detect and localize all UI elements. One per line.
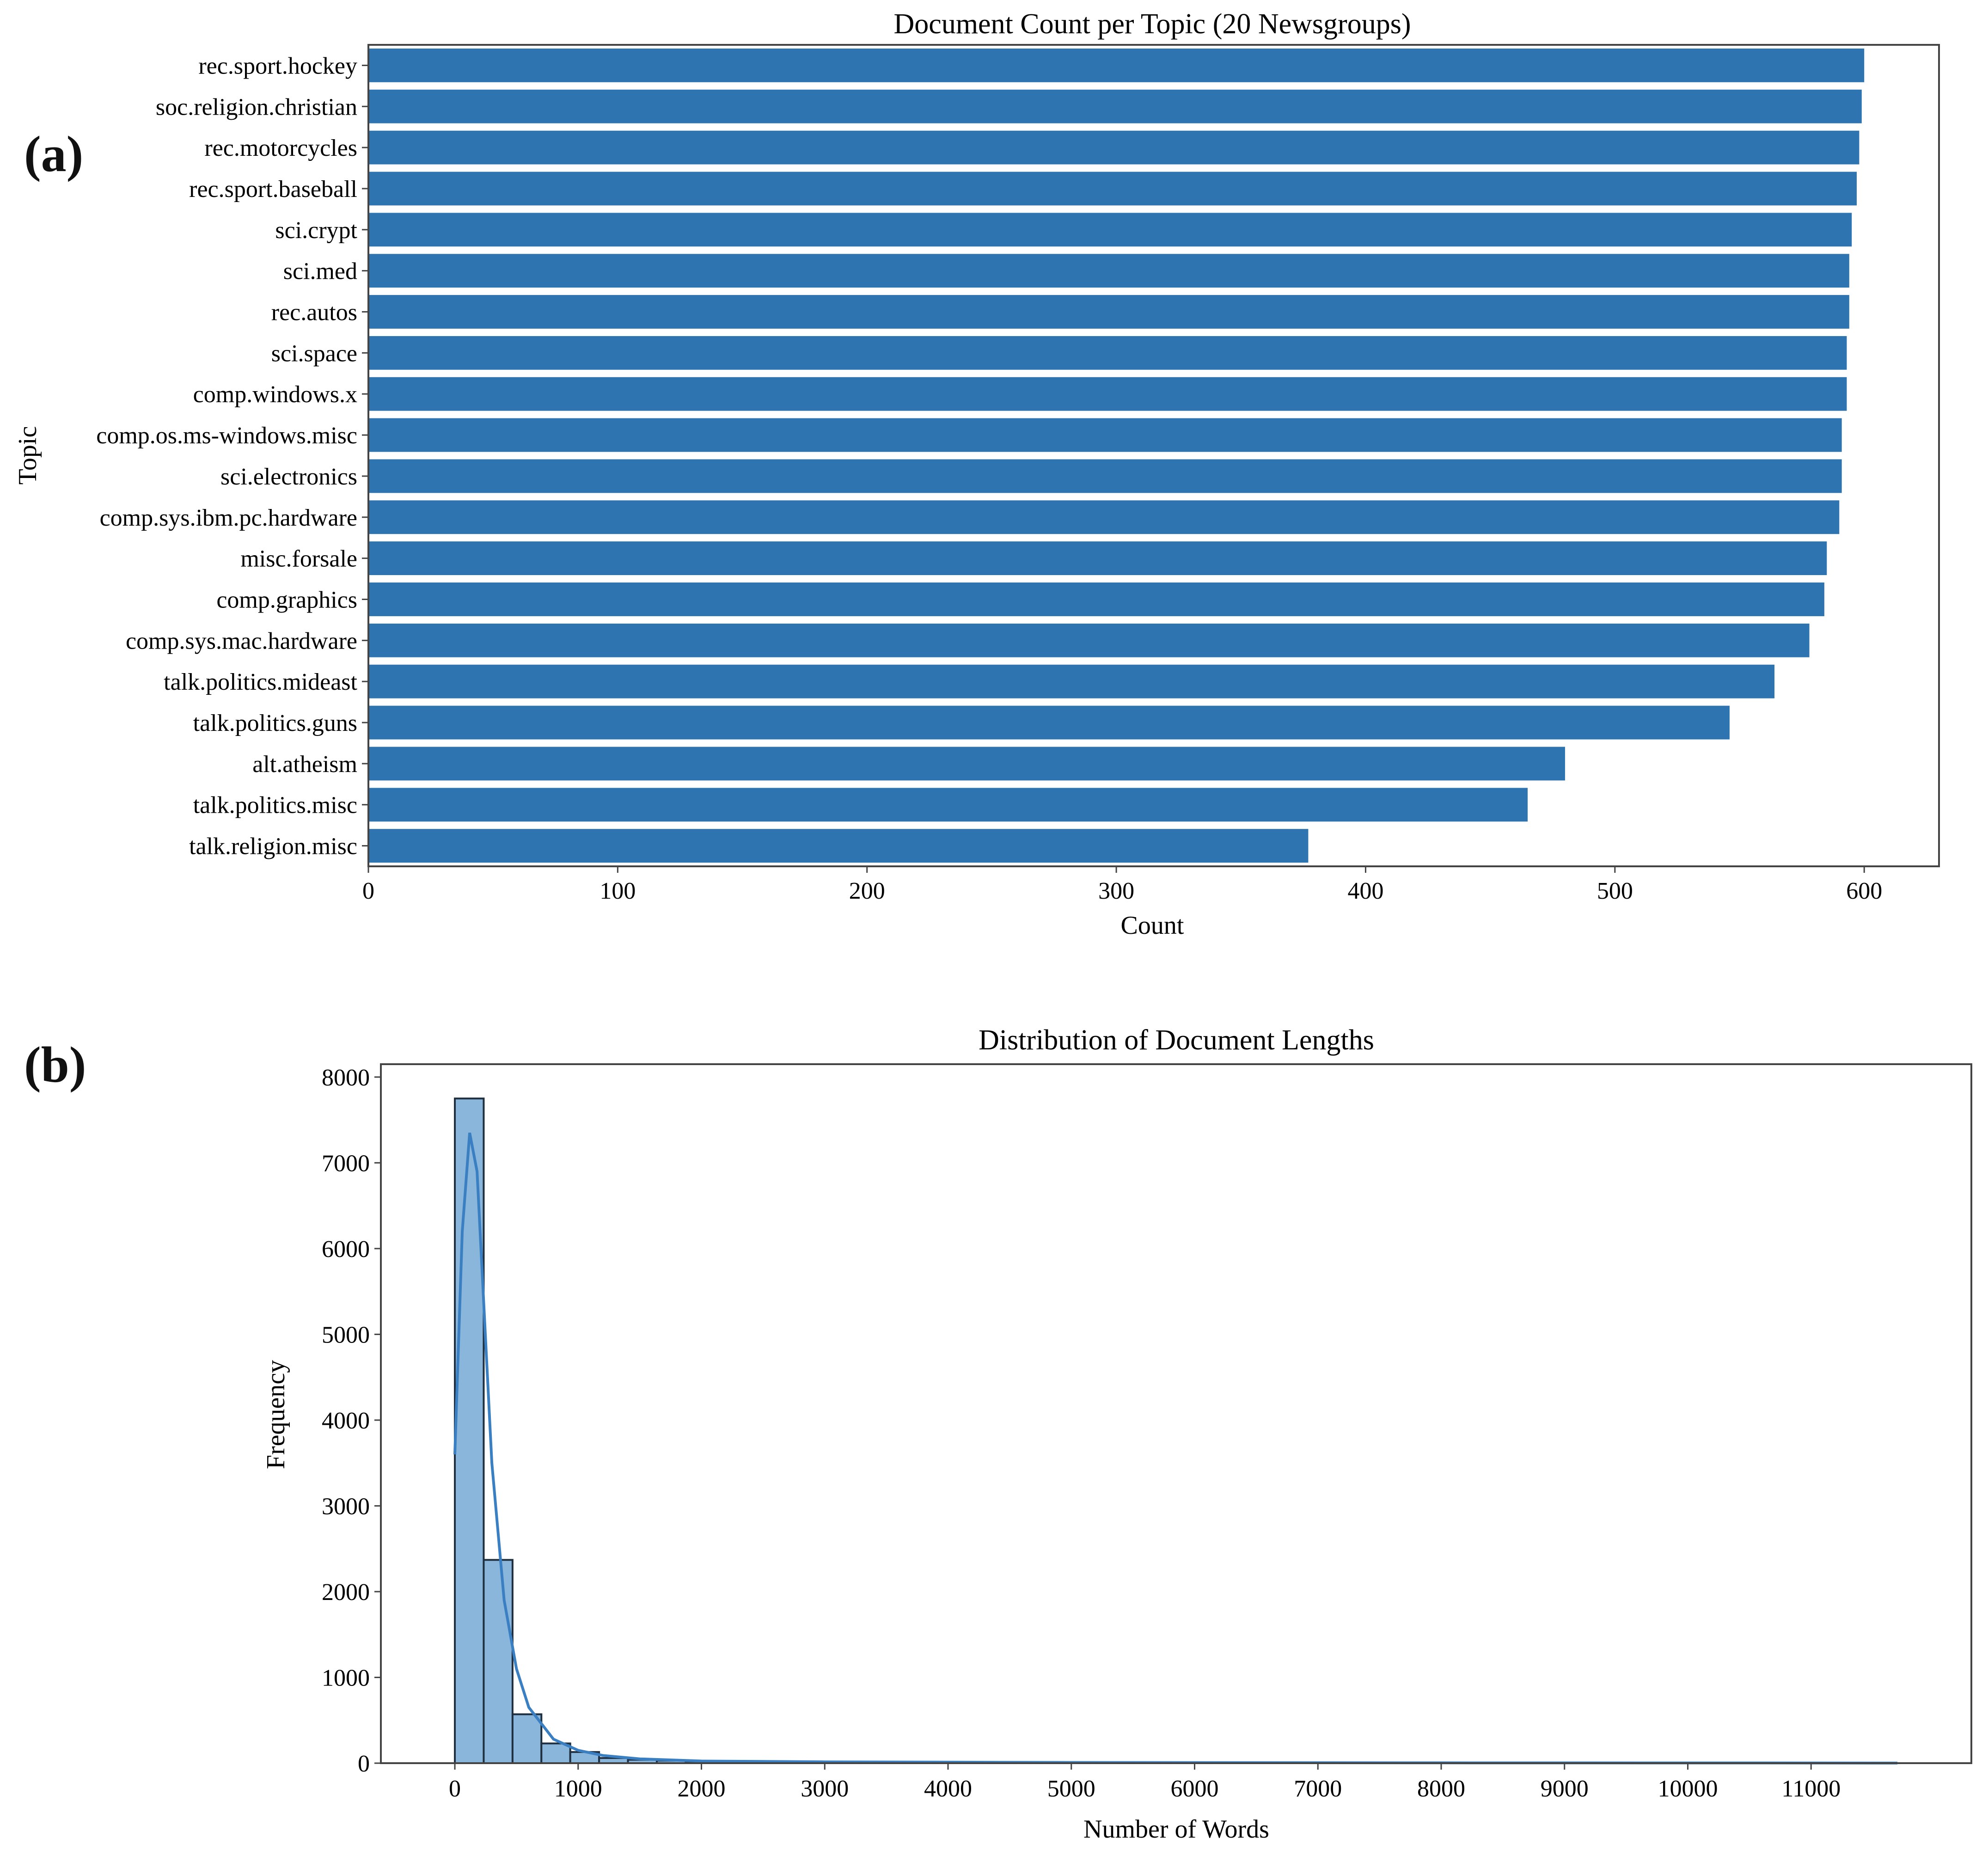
y-tick-label-19: talk.religion.misc: [189, 834, 357, 860]
x-tick-label-5: 500: [1597, 878, 1633, 904]
b-x-tick-label-1: 1000: [554, 1776, 602, 1802]
b-x-tick-label-2: 2000: [678, 1776, 726, 1802]
chart-b-histogram-bars: [454, 1097, 1783, 1765]
chart-a-y-label: Topic: [13, 426, 42, 485]
b-x-tick-label-11: 11000: [1781, 1776, 1841, 1802]
bar-12: [368, 541, 1827, 576]
y-tick-label-14: comp.sys.mac.hardware: [126, 628, 357, 654]
x-tick-label-3: 300: [1098, 878, 1134, 904]
bar-13: [368, 582, 1824, 616]
bar-6: [368, 295, 1849, 329]
bar-15: [368, 664, 1775, 699]
y-tick-label-11: comp.sys.ibm.pc.hardware: [100, 505, 357, 531]
bar-5: [368, 254, 1849, 288]
b-y-tick-label-8: 8000: [322, 1065, 370, 1091]
y-tick-label-5: sci.med: [283, 258, 357, 285]
bar-9: [368, 418, 1842, 452]
hist-bar-3: [540, 1742, 571, 1765]
b-x-tick-label-5: 5000: [1047, 1776, 1095, 1802]
b-x-tick-label-7: 7000: [1294, 1776, 1342, 1802]
y-tick-label-8: comp.windows.x: [193, 381, 357, 408]
chart-b-y-label: Frequency: [262, 1360, 290, 1469]
y-tick-label-16: talk.politics.guns: [193, 710, 357, 736]
b-y-tick-label-4: 4000: [322, 1408, 370, 1434]
chart-b-kde-curve: [453, 1132, 1898, 1765]
bar-18: [368, 788, 1528, 822]
y-tick-label-13: comp.graphics: [216, 587, 357, 613]
hist-bar-1: [483, 1559, 514, 1765]
topic-count-chart: Document Count per Topic (20 Newsgroups)…: [13, 8, 1940, 940]
y-tick-label-12: misc.forsale: [240, 546, 357, 572]
y-tick-label-3: rec.sport.baseball: [189, 176, 357, 202]
y-tick-label-4: sci.crypt: [275, 217, 357, 244]
hist-bar-2: [511, 1713, 543, 1764]
y-tick-label-7: sci.space: [271, 340, 357, 367]
bar-1: [368, 89, 1862, 123]
b-y-tick-label-0: 0: [358, 1751, 370, 1777]
b-x-tick-label-8: 8000: [1417, 1776, 1465, 1802]
bar-11: [368, 500, 1840, 534]
panel-label-b: (b): [24, 1036, 86, 1093]
chart-b-x-label: Number of Words: [1083, 1815, 1269, 1844]
b-x-tick-label-3: 3000: [801, 1776, 849, 1802]
chart-b-title: Distribution of Document Lengths: [979, 1024, 1374, 1056]
b-x-tick-label-6: 6000: [1171, 1776, 1219, 1802]
y-tick-label-2: rec.motorcycles: [204, 135, 357, 161]
chart-a-x-label: Count: [1121, 911, 1184, 940]
b-x-tick-label-0: 0: [449, 1776, 461, 1802]
chart-b-x-ticks: 0 1000 2000 3000 4000 5000 6000 7000 8000 9000 100…: [449, 1763, 1841, 1802]
panel-label-a: (a): [24, 126, 84, 182]
chart-a-y-ticks: rec.sport.hockey soc.religion.christian re…: [96, 53, 368, 860]
x-tick-label-6: 600: [1846, 878, 1882, 904]
chart-b-frame: [380, 1063, 1972, 1764]
y-tick-label-10: sci.electronics: [220, 464, 357, 490]
b-y-tick-label-2: 2000: [322, 1579, 370, 1606]
bar-2: [368, 130, 1860, 165]
y-tick-label-0: rec.sport.hockey: [198, 53, 357, 79]
bar-10: [368, 459, 1842, 493]
b-y-tick-label-3: 3000: [322, 1493, 370, 1520]
bar-3: [368, 172, 1857, 206]
bar-17: [368, 747, 1565, 781]
chart-b-y-ticks: 0 1000 2000 3000 4000 5000 6000 7000 8000: [322, 1065, 381, 1777]
chart-a-x-ticks: 0 100 200 300 400 500 600: [362, 866, 1882, 904]
b-y-tick-label-6: 6000: [322, 1236, 370, 1263]
x-tick-label-0: 0: [362, 878, 374, 904]
bar-8: [368, 377, 1847, 411]
y-tick-label-6: rec.autos: [271, 300, 357, 326]
bar-19: [368, 829, 1309, 863]
bar-7: [368, 336, 1847, 370]
x-tick-label-1: 100: [599, 878, 636, 904]
chart-a-frame: [367, 44, 1940, 867]
y-tick-label-1: soc.religion.christian: [156, 94, 357, 120]
b-y-tick-label-1: 1000: [322, 1665, 370, 1691]
b-y-tick-label-7: 7000: [322, 1150, 370, 1177]
b-x-tick-label-4: 4000: [924, 1776, 972, 1802]
b-x-tick-label-9: 9000: [1541, 1776, 1589, 1802]
chart-a-bars: [368, 48, 1865, 863]
y-tick-label-15: talk.politics.mideast: [164, 669, 357, 695]
b-y-tick-label-5: 5000: [322, 1322, 370, 1348]
chart-a-title: Document Count per Topic (20 Newsgroups): [894, 8, 1411, 40]
y-tick-label-17: alt.atheism: [252, 751, 357, 778]
bar-16: [368, 705, 1730, 740]
y-tick-label-18: talk.politics.misc: [193, 792, 357, 819]
y-tick-label-9: comp.os.ms-windows.misc: [96, 423, 357, 449]
x-tick-label-2: 200: [849, 878, 885, 904]
bar-0: [368, 48, 1865, 82]
bar-4: [368, 213, 1852, 247]
bar-14: [368, 623, 1810, 657]
b-x-tick-label-10: 10000: [1658, 1776, 1718, 1802]
x-tick-label-4: 400: [1347, 878, 1383, 904]
